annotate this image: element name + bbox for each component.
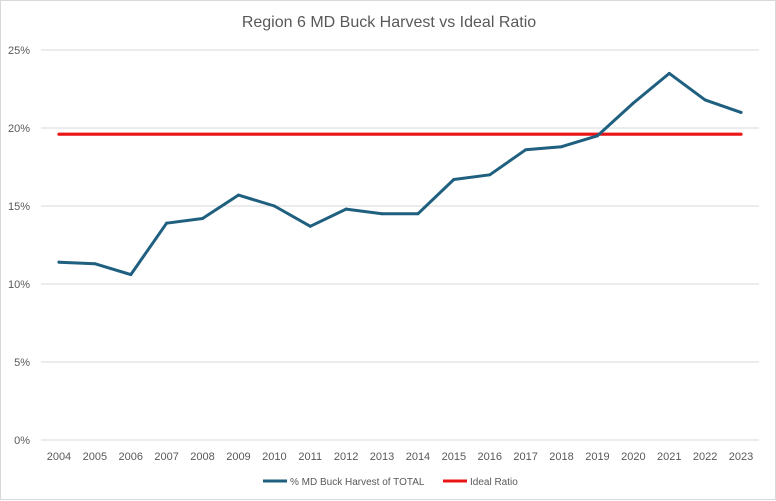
x-tick-label: 2006: [119, 451, 143, 463]
x-tick-label: 2014: [406, 451, 430, 463]
x-tick-label: 2023: [729, 451, 753, 463]
x-tick-label: 2022: [693, 451, 717, 463]
x-tick-label: 2013: [370, 451, 394, 463]
data-point-buck-harvest: [631, 101, 635, 105]
x-tick-label: 2020: [621, 451, 645, 463]
x-tick-label: 2007: [154, 451, 178, 463]
data-point-buck-harvest: [236, 193, 240, 197]
data-point-buck-harvest: [344, 207, 348, 211]
y-tick-label: 0%: [14, 435, 30, 447]
data-point-buck-harvest: [667, 71, 671, 75]
x-tick-label: 2018: [549, 451, 573, 463]
data-point-buck-harvest: [560, 145, 564, 149]
y-tick-label: 20%: [8, 123, 30, 135]
data-point-buck-harvest: [452, 177, 456, 181]
x-tick-label: 2004: [47, 451, 71, 463]
x-tick-label: 2019: [585, 451, 609, 463]
x-tick-label: 2016: [478, 451, 502, 463]
data-point-buck-harvest: [308, 224, 312, 228]
x-tick-label: 2009: [226, 451, 250, 463]
data-point-buck-harvest: [380, 212, 384, 216]
legend: % MD Buck Harvest of TOTAL Ideal Ratio: [263, 477, 518, 488]
data-point-buck-harvest: [416, 212, 420, 216]
data-point-buck-harvest: [93, 262, 97, 266]
legend-item-ideal-ratio: Ideal Ratio: [443, 477, 518, 488]
data-point-buck-harvest: [165, 221, 169, 225]
x-tick-label: 2010: [262, 451, 286, 463]
y-tick-label: 15%: [8, 201, 30, 213]
data-point-buck-harvest: [129, 273, 133, 277]
x-tick-label: 2011: [298, 451, 322, 463]
data-point-buck-harvest: [57, 260, 61, 264]
data-point-buck-harvest: [201, 216, 205, 220]
y-tick-label: 10%: [8, 279, 30, 291]
legend-item-buck-harvest: % MD Buck Harvest of TOTAL: [263, 477, 425, 488]
legend-label-ideal-ratio: Ideal Ratio: [470, 477, 518, 488]
x-tick-label: 2008: [190, 451, 214, 463]
series-line-buck-harvest: [57, 71, 743, 277]
data-point-buck-harvest: [739, 110, 743, 114]
x-tick-label: 2017: [513, 451, 537, 463]
legend-label-buck-harvest: % MD Buck Harvest of TOTAL: [290, 477, 425, 488]
x-tick-label: 2015: [442, 451, 466, 463]
y-axis-ticks: 0% 5% 10% 15% 20% 25%: [8, 45, 30, 447]
x-tick-label: 2012: [334, 451, 358, 463]
data-point-buck-harvest: [272, 204, 276, 208]
y-tick-label: 25%: [8, 45, 30, 57]
data-point-buck-harvest: [703, 98, 707, 102]
data-point-buck-harvest: [524, 148, 528, 152]
series-layer: [57, 71, 743, 277]
chart-title: Region 6 MD Buck Harvest vs Ideal Ratio: [242, 14, 536, 31]
data-point-buck-harvest: [488, 173, 492, 177]
y-tick-label: 5%: [14, 357, 30, 369]
x-axis-ticks: 2004 2005 2006 2007 2008 2009 2010 2011 2012 2013…: [47, 451, 754, 463]
x-tick-label: 2021: [657, 451, 681, 463]
gridlines: [41, 49, 759, 441]
x-tick-label: 2005: [83, 451, 107, 463]
data-point-buck-harvest: [595, 134, 599, 138]
